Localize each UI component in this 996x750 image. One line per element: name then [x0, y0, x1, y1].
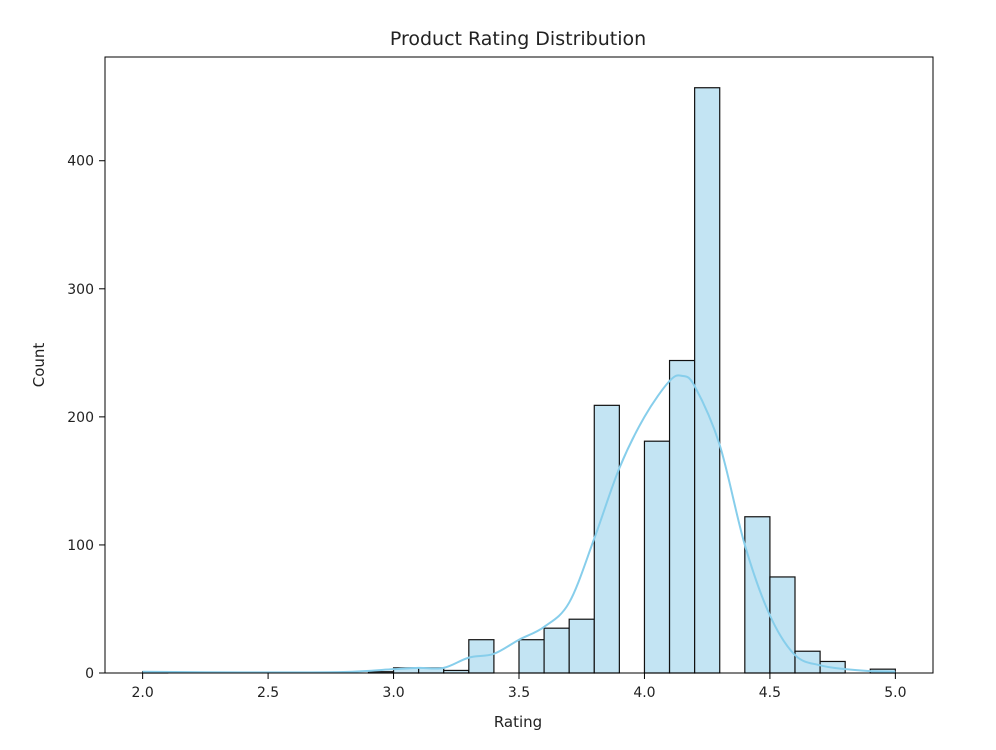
histogram-bar — [643, 440, 671, 674]
y-axis-title: Count — [30, 343, 48, 388]
x-tick-label: 2.0 — [132, 685, 154, 701]
y-tick-label: 400 — [67, 154, 94, 170]
x-axis-title: Rating — [494, 713, 542, 731]
axes-frame — [104, 56, 934, 674]
y-tick-label: 0 — [85, 666, 94, 682]
histogram-bar — [744, 516, 771, 674]
histogram-bar — [568, 618, 595, 674]
histogram-bar — [694, 87, 721, 674]
histogram-bar — [593, 404, 620, 674]
x-tick-label: 5.0 — [884, 685, 906, 701]
y-tick-label: 300 — [67, 282, 94, 298]
histogram-bar — [668, 359, 696, 674]
y-tick-label: 100 — [67, 538, 94, 554]
histogram-bar — [543, 627, 570, 674]
histogram-bars — [142, 87, 896, 674]
y-axis: 0 100 200 300 400 — [67, 154, 105, 682]
x-tick-label: 4.5 — [759, 685, 781, 701]
kde-curve — [142, 374, 896, 674]
x-axis: 2.0 2.5 3.0 3.5 4.0 4.5 5.0 — [132, 673, 906, 701]
x-tick-label: 3.0 — [382, 685, 404, 701]
x-tick-label: 4.0 — [633, 685, 655, 701]
chart-title: Product Rating Distribution — [390, 28, 646, 50]
x-tick-label: 2.5 — [257, 685, 279, 701]
x-tick-label: 3.5 — [508, 685, 530, 701]
plot-area — [104, 56, 934, 674]
histogram-bar — [518, 639, 545, 674]
y-tick-label: 200 — [67, 410, 94, 426]
